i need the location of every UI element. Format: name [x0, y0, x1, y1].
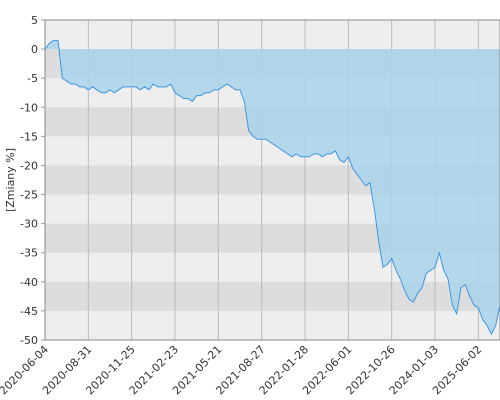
y-tick-label: -5 [27, 72, 38, 85]
y-tick-label: -50 [20, 334, 38, 347]
y-tick-label: -15 [20, 130, 38, 143]
y-tick-label: -20 [20, 159, 38, 172]
area [45, 40, 500, 335]
grid-band [45, 281, 500, 311]
plot-border [44, 19, 500, 341]
line [44, 39, 500, 336]
y-tick-label: -10 [20, 101, 38, 114]
y-tick-label: -45 [20, 305, 38, 318]
y-tick-label: 0 [31, 43, 38, 56]
y-tick-label: -35 [20, 247, 38, 260]
y-tick-label: -40 [20, 276, 38, 289]
y-tick-label: -30 [20, 218, 38, 231]
y-tick-label: -25 [20, 189, 38, 202]
y-tick-label: 5 [31, 14, 38, 27]
y-axis-label: [Zmiany %] [4, 148, 17, 212]
